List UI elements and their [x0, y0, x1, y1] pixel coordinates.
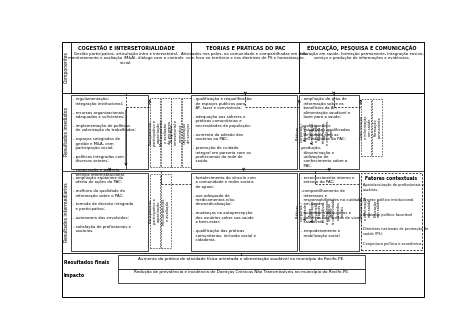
- Text: Integração
intersetorial e
normativa: Integração intersetorial e normativa: [170, 120, 182, 145]
- Bar: [310, 174, 320, 248]
- Text: Componentes: Componentes: [64, 51, 69, 83]
- Bar: [361, 174, 422, 250]
- Text: Práticas
corporais /
Atividade
física: Práticas corporais / Atividade física: [296, 123, 312, 142]
- Text: Resultados intermediários: Resultados intermediários: [64, 182, 69, 242]
- Text: Aumento da prática de atividade física orientada e alimentação saudável no munic: Aumento da prática de atividade física o…: [138, 257, 345, 261]
- Text: Resultados finais: Resultados finais: [64, 260, 109, 265]
- Text: Monitoramento
e avaliação
do programa: Monitoramento e avaliação do programa: [159, 119, 172, 146]
- Bar: [171, 98, 182, 167]
- Bar: [299, 174, 359, 251]
- Text: Comunicação
e informação
em saúde: Comunicação e informação em saúde: [359, 196, 372, 220]
- Bar: [71, 42, 191, 92]
- Text: Práticas
integrativas
e complemen-
tares: Práticas integrativas e complemen- tares: [317, 120, 334, 145]
- Text: - fortalecimento do vínculo com
  a comunidade e redes sociais
  de apoio;

- us: - fortalecimento do vínculo com a comuni…: [193, 176, 256, 242]
- Text: TEORIAS E PRÁTICAS DO PAC: TEORIAS E PRÁTICAS DO PAC: [206, 46, 285, 51]
- Bar: [372, 99, 383, 156]
- Bar: [118, 269, 365, 283]
- Bar: [118, 255, 365, 269]
- Bar: [361, 99, 371, 156]
- Text: Impacto: Impacto: [64, 273, 85, 278]
- Text: Planejamento
participativo e
capacitação: Planejamento participativo e capacitação: [148, 198, 161, 224]
- Text: Formação
permanente: Formação permanente: [373, 116, 382, 138]
- Text: COGESTÃO E INTERSETORIALIDADE: COGESTÃO E INTERSETORIALIDADE: [78, 46, 174, 51]
- Text: EDUCAÇÃO, PESQUISA E COMUNICAÇÃO: EDUCAÇÃO, PESQUISA E COMUNICAÇÃO: [307, 46, 416, 52]
- Text: - regulamentação;
  integração institucional;

- recursos organizacionais
  adeq: - regulamentação; integração institucion…: [73, 97, 136, 177]
- Text: Apoio/aceitação de profissionais e
usuários.: Apoio/aceitação de profissionais e usuár…: [363, 184, 424, 192]
- Text: - qualificação e requalificação
  de espaços públicos para
  AF, lazer e convivê: - qualificação e requalificação de espaç…: [193, 97, 252, 163]
- Bar: [161, 174, 171, 248]
- Text: Planejamento
participativo e
capacitação: Planejamento participativo e capacitação: [148, 120, 161, 145]
- Text: Atividades nos polos, na comunidade e compartilhadas em rede,
com foco no territ: Atividades nos polos, na comunidade e co…: [182, 52, 309, 60]
- Bar: [299, 42, 424, 92]
- Bar: [191, 95, 297, 169]
- Text: Projeto político institucional.: Projeto político institucional.: [363, 198, 414, 202]
- Text: Organização
de serviços: Organização de serviços: [183, 122, 191, 144]
- Text: Vinculação
à comunidade
e às redes
sociais: Vinculação à comunidade e às redes socia…: [328, 199, 345, 224]
- Bar: [182, 98, 192, 167]
- Text: Diretrizes nacionais de promoção de
saúde (PS).: Diretrizes nacionais de promoção de saúd…: [363, 227, 428, 236]
- Bar: [310, 98, 320, 167]
- Text: Práticas
corporais /
Atividade
física: Práticas corporais / Atividade física: [296, 202, 312, 221]
- Text: Práticas
integrativas
e complemen-
tares: Práticas integrativas e complemen- tares: [317, 198, 334, 224]
- Text: Alimentação
e nutrição: Alimentação e nutrição: [311, 200, 319, 222]
- Text: Fatores contextuais: Fatores contextuais: [365, 176, 418, 181]
- Text: - reconhecimento interno e
  externo do PAC;

-compartilhamento de
  interesses : - reconhecimento interno e externo do PA…: [301, 176, 362, 238]
- Bar: [150, 174, 160, 248]
- Text: Comunicação
e informação
em saúde: Comunicação e informação em saúde: [359, 115, 372, 139]
- Bar: [161, 98, 171, 167]
- Text: Redução de prevalência e incidência de Doenças Crônicas Não Transmissíveis no mu: Redução de prevalência e incidência de D…: [134, 270, 349, 274]
- Text: - ampliação do grau de
  informação sobre os
  benefícios da AF,
  alimentação s: - ampliação do grau de informação sobre …: [301, 97, 350, 168]
- Text: Monitoramento
e avaliação: Monitoramento e avaliação: [161, 197, 170, 225]
- Bar: [191, 42, 299, 92]
- Bar: [150, 98, 160, 167]
- Text: Ambiente político favorável: Ambiente político favorável: [363, 213, 412, 217]
- Bar: [331, 174, 341, 248]
- Text: Alimentação
e nutrição: Alimentação e nutrição: [311, 122, 319, 144]
- Bar: [321, 98, 331, 167]
- Text: Gestão participativa, articulação intra e intersetorial,
monitoramento e avaliaç: Gestão participativa, articulação intra …: [68, 52, 183, 65]
- Bar: [191, 174, 297, 251]
- Text: Educação
em saúde: Educação em saúde: [373, 199, 382, 217]
- Bar: [321, 174, 331, 248]
- Bar: [299, 95, 359, 169]
- Bar: [71, 174, 148, 251]
- Text: Educação em saúde, formação permanente, integração ensino-
serviço e produção de: Educação em saúde, formação permanente, …: [299, 52, 424, 60]
- Bar: [372, 180, 383, 237]
- Text: Conjuntura política e econômica.: Conjuntura política e econômica.: [363, 242, 422, 246]
- Text: - ampliação eqüânime da
  oferta de ações do PAC;

- melhora da qualidade da
  i: - ampliação eqüânime da oferta de ações …: [73, 176, 133, 233]
- Bar: [71, 95, 148, 169]
- Bar: [299, 98, 309, 167]
- Text: Resultados imediatos: Resultados imediatos: [64, 107, 69, 156]
- Bar: [361, 180, 371, 237]
- Bar: [299, 174, 309, 248]
